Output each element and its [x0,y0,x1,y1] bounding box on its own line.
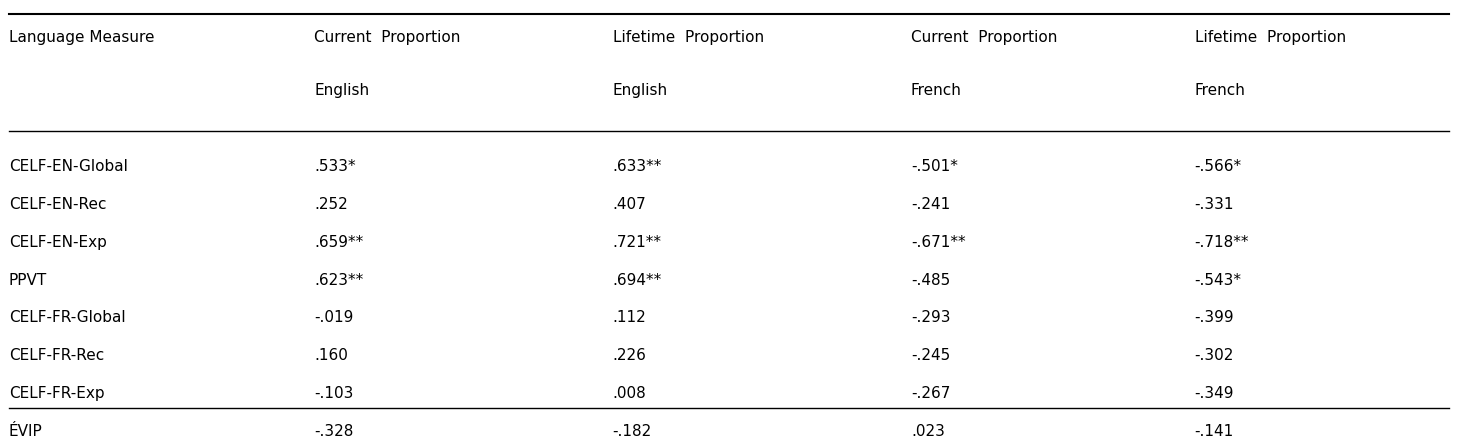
Text: -.103: -.103 [315,386,354,401]
Text: PPVT: PPVT [9,273,47,288]
Text: -.302: -.302 [1194,348,1233,363]
Text: .407: .407 [612,197,646,212]
Text: -.501*: -.501* [911,159,958,174]
Text: Current  Proportion: Current Proportion [315,30,461,45]
Text: .633**: .633** [612,159,662,174]
Text: .023: .023 [911,424,945,438]
Text: .694**: .694** [612,273,662,288]
Text: .252: .252 [315,197,348,212]
Text: -.267: -.267 [911,386,951,401]
Text: French: French [911,84,962,99]
Text: .160: .160 [315,348,348,363]
Text: CELF-EN-Global: CELF-EN-Global [9,159,127,174]
Text: -.331: -.331 [1194,197,1233,212]
Text: CELF-EN-Exp: CELF-EN-Exp [9,235,106,250]
Text: English: English [612,84,668,99]
Text: -.328: -.328 [315,424,354,438]
Text: CELF-FR-Exp: CELF-FR-Exp [9,386,105,401]
Text: CELF-FR-Rec: CELF-FR-Rec [9,348,104,363]
Text: -.245: -.245 [911,348,951,363]
Text: -.141: -.141 [1194,424,1233,438]
Text: -.293: -.293 [911,311,951,325]
Text: .008: .008 [612,386,646,401]
Text: .533*: .533* [315,159,356,174]
Text: -.019: -.019 [315,311,354,325]
Text: -.671**: -.671** [911,235,965,250]
Text: CELF-EN-Rec: CELF-EN-Rec [9,197,106,212]
Text: .721**: .721** [612,235,662,250]
Text: CELF-FR-Global: CELF-FR-Global [9,311,125,325]
Text: -.241: -.241 [911,197,951,212]
Text: -.543*: -.543* [1194,273,1242,288]
Text: -.566*: -.566* [1194,159,1242,174]
Text: -.485: -.485 [911,273,951,288]
Text: Lifetime  Proportion: Lifetime Proportion [612,30,764,45]
Text: French: French [1194,84,1245,99]
Text: .226: .226 [612,348,646,363]
Text: English: English [315,84,369,99]
Text: ÉVIP: ÉVIP [9,424,42,438]
Text: Lifetime  Proportion: Lifetime Proportion [1194,30,1346,45]
Text: -.718**: -.718** [1194,235,1250,250]
Text: .112: .112 [612,311,646,325]
Text: .659**: .659** [315,235,363,250]
Text: Language Measure: Language Measure [9,30,155,45]
Text: Current  Proportion: Current Proportion [911,30,1057,45]
Text: -.399: -.399 [1194,311,1235,325]
Text: -.349: -.349 [1194,386,1233,401]
Text: -.182: -.182 [612,424,652,438]
Text: .623**: .623** [315,273,363,288]
